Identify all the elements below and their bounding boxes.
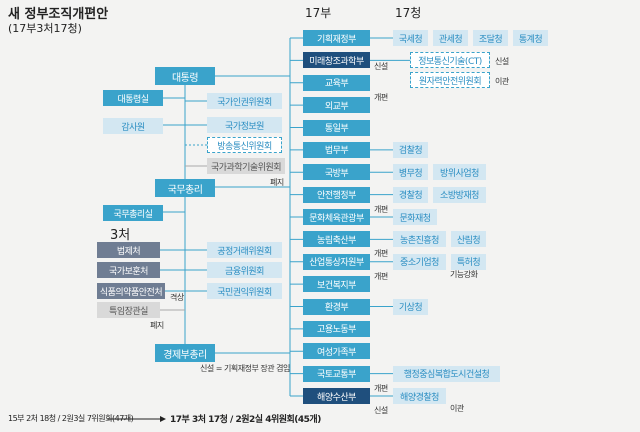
org-box: 국무총리실 [103,205,163,221]
agency-box: 정보통신기술(CT) [410,52,490,69]
ministry-box: 안전행정부 [303,186,370,203]
org-box: 방송통신위원회 [207,137,282,153]
ministry-box: 해양수산부 [303,388,370,404]
agency-box: 조달청 [473,30,508,46]
ministry-note: 개편 [374,383,388,393]
footer-after: 17부 3처 17청 / 2원2실 4위원회(45개) [170,415,321,425]
ministry-note: 개편 [374,92,388,102]
org-note: 폐지 [150,321,164,330]
org-box: 법제처 [97,242,160,258]
ministry-box: 문화체육관광부 [303,209,370,225]
org-box: 국가정보원 [207,117,282,133]
ministry-box: 미래창조과학부 [303,52,370,69]
agency-box: 원자력안전위원회 [410,72,490,89]
ministry-note: 신설 [374,62,388,72]
agency-box: 중소기업청 [393,253,446,270]
agency-box: 경찰청 [393,186,428,203]
ministry-box: 환경부 [303,298,370,315]
agency-box: 검찰청 [393,141,428,158]
org-note: 신설 = 기획재정부 장관 겸임 [200,364,290,373]
ministry-box: 국토교통부 [303,365,370,382]
org-box: 국민권익위원회 [207,283,282,299]
agency-box: 관세청 [433,30,468,46]
ministry-note: 개편 [374,204,388,214]
ministry-box: 농림축산부 [303,231,370,248]
agency-note: 신설 [495,57,509,67]
ministry-box: 교육부 [303,74,370,91]
agency-box: 소방방재청 [433,186,486,203]
ministry-box: 산업통상자원부 [303,253,370,270]
org-note: 폐지 [270,178,284,187]
arrow-head [160,416,166,422]
org-box: 감사원 [103,118,163,134]
ministry-box: 보건복지부 [303,276,370,293]
org-box: 대통령실 [103,90,163,106]
org-box: 국무총리 [155,179,215,197]
org-box: 대통령 [155,67,215,85]
agency-box: 국세청 [393,30,428,46]
agency-box: 행정중심복합도시건설청 [393,365,500,382]
ministry-box: 외교부 [303,97,370,114]
org-box: 국가보훈처 [97,262,160,278]
column-label: 17부 [305,6,332,20]
ministry-box: 국방부 [303,164,370,181]
org-box: 국가과학기술위원회 [207,158,285,174]
ministry-box: 기획재정부 [303,30,370,46]
org-note: 격상 [170,293,184,302]
footer-before: 15부 2처 18청 / 2원3실 7위원회(47개) [8,414,134,423]
ministry-note: 개편 [374,271,388,281]
org-box: 국가인권위원회 [207,93,282,109]
agency-box: 문화재청 [393,209,437,225]
agency-note: 이관 [495,77,509,87]
agency-box: 기상청 [393,298,428,315]
title: 새 정부조직개편안 [8,7,109,22]
agency-box: 병무청 [393,164,428,181]
agency-box: 특허청 [451,253,486,270]
ministry-box: 여성가족부 [303,343,370,360]
ministry-box: 통일부 [303,119,370,136]
agency-box: 통계청 [513,30,548,46]
agency-box: 해양경찰청 [393,388,446,404]
subtitle: (17부3처17청) [8,22,82,35]
column-label: 17청 [395,6,422,20]
org-box: 식품의약품안전처 [97,283,165,299]
ministry-box: 고용노동부 [303,320,370,337]
org-box: 공정거래위원회 [207,242,282,258]
agency-box: 농촌진흥청 [393,231,446,248]
ministry-box: 법무부 [303,141,370,158]
agency-box: 방위사업청 [433,164,486,181]
column-label: 3처 [110,228,131,243]
org-box: 금융위원회 [207,262,282,278]
agency-box: 산림청 [451,231,486,248]
org-box: 특임장관실 [97,302,160,318]
org-box: 경제부총리 [155,344,215,362]
ministry-note: 개편 [374,249,388,259]
agency-note: 이관 [450,404,464,413]
ministry-note: 신설 [374,406,388,415]
agency-note: 기능강화 [450,269,478,279]
